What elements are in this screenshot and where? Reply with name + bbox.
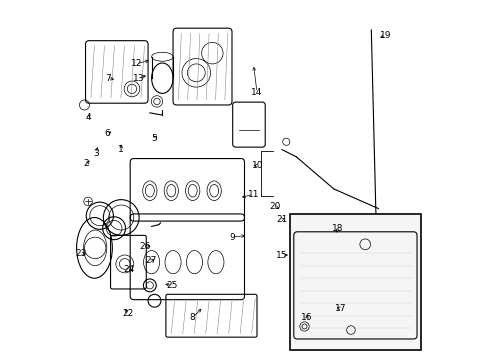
Text: 2: 2 [83,159,89,168]
Text: 17: 17 [334,304,346,313]
Text: 20: 20 [269,202,280,211]
Text: 24: 24 [123,265,135,274]
Text: 8: 8 [189,313,195,322]
Text: 14: 14 [251,88,262,97]
Text: 4: 4 [85,113,91,122]
Text: 6: 6 [104,129,110,138]
Bar [290,214,420,350]
Text: 5: 5 [151,134,157,143]
Text: 16: 16 [301,313,312,322]
Text: 18: 18 [332,224,343,233]
Text: 10: 10 [252,161,264,170]
Text: 9: 9 [229,233,234,242]
Text: 25: 25 [166,281,178,290]
Text: 15: 15 [276,251,287,260]
Text: 23: 23 [75,249,86,258]
Text: 7: 7 [105,74,111,83]
Text: 21: 21 [276,215,287,224]
Text: 3: 3 [93,149,99,158]
Text: 19: 19 [379,31,390,40]
Text: 11: 11 [247,190,259,199]
Text: 13: 13 [133,74,144,83]
Text: 12: 12 [131,59,142,68]
Text: 27: 27 [145,256,156,265]
Text: 1: 1 [118,145,124,154]
Text: 26: 26 [139,242,151,251]
Text: 22: 22 [122,310,134,319]
